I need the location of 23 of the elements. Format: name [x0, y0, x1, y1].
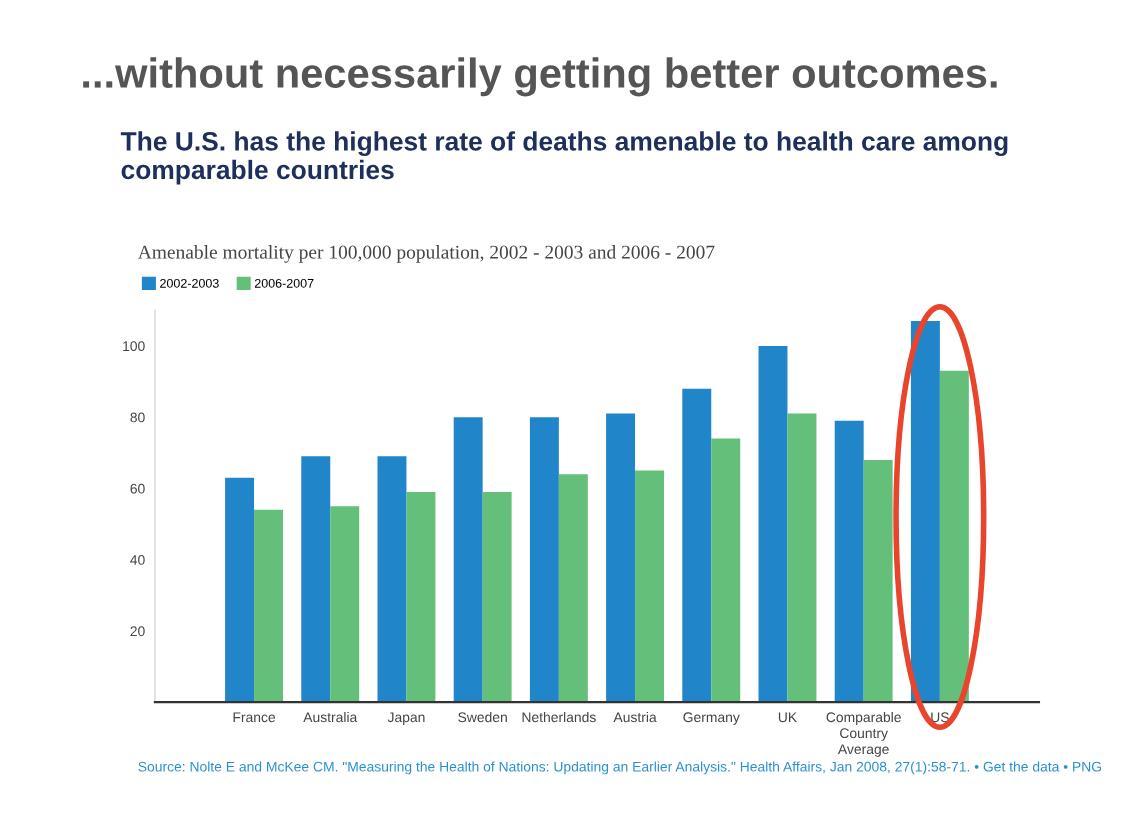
bar: [330, 506, 360, 703]
bar: [406, 491, 436, 703]
chart-title: ...without necessarily getting better outcomes.: [83, 57, 997, 97]
bar: [758, 345, 788, 703]
bar: [377, 456, 407, 703]
bar: [301, 456, 331, 703]
bar: [787, 413, 817, 703]
bar: [225, 477, 255, 703]
bar: [558, 474, 588, 703]
bar: [635, 470, 665, 703]
bar: [939, 370, 969, 703]
bar: [254, 509, 283, 703]
chart-subtitle: The U.S. has the highest rate of deaths amenable to health care among comparable countries: [120, 131, 1008, 185]
bar: [682, 388, 712, 703]
bar: [529, 417, 559, 703]
bar: [863, 459, 893, 703]
bar: [834, 420, 864, 703]
bar: [606, 413, 636, 703]
bar: [910, 320, 940, 703]
y-axis-title: Amenable mortality per 100,000 population, 2002 - 2003 and 2006 - 2007: [137, 245, 715, 263]
bar: [711, 438, 741, 703]
bar: [482, 491, 512, 703]
bar: [453, 417, 483, 703]
